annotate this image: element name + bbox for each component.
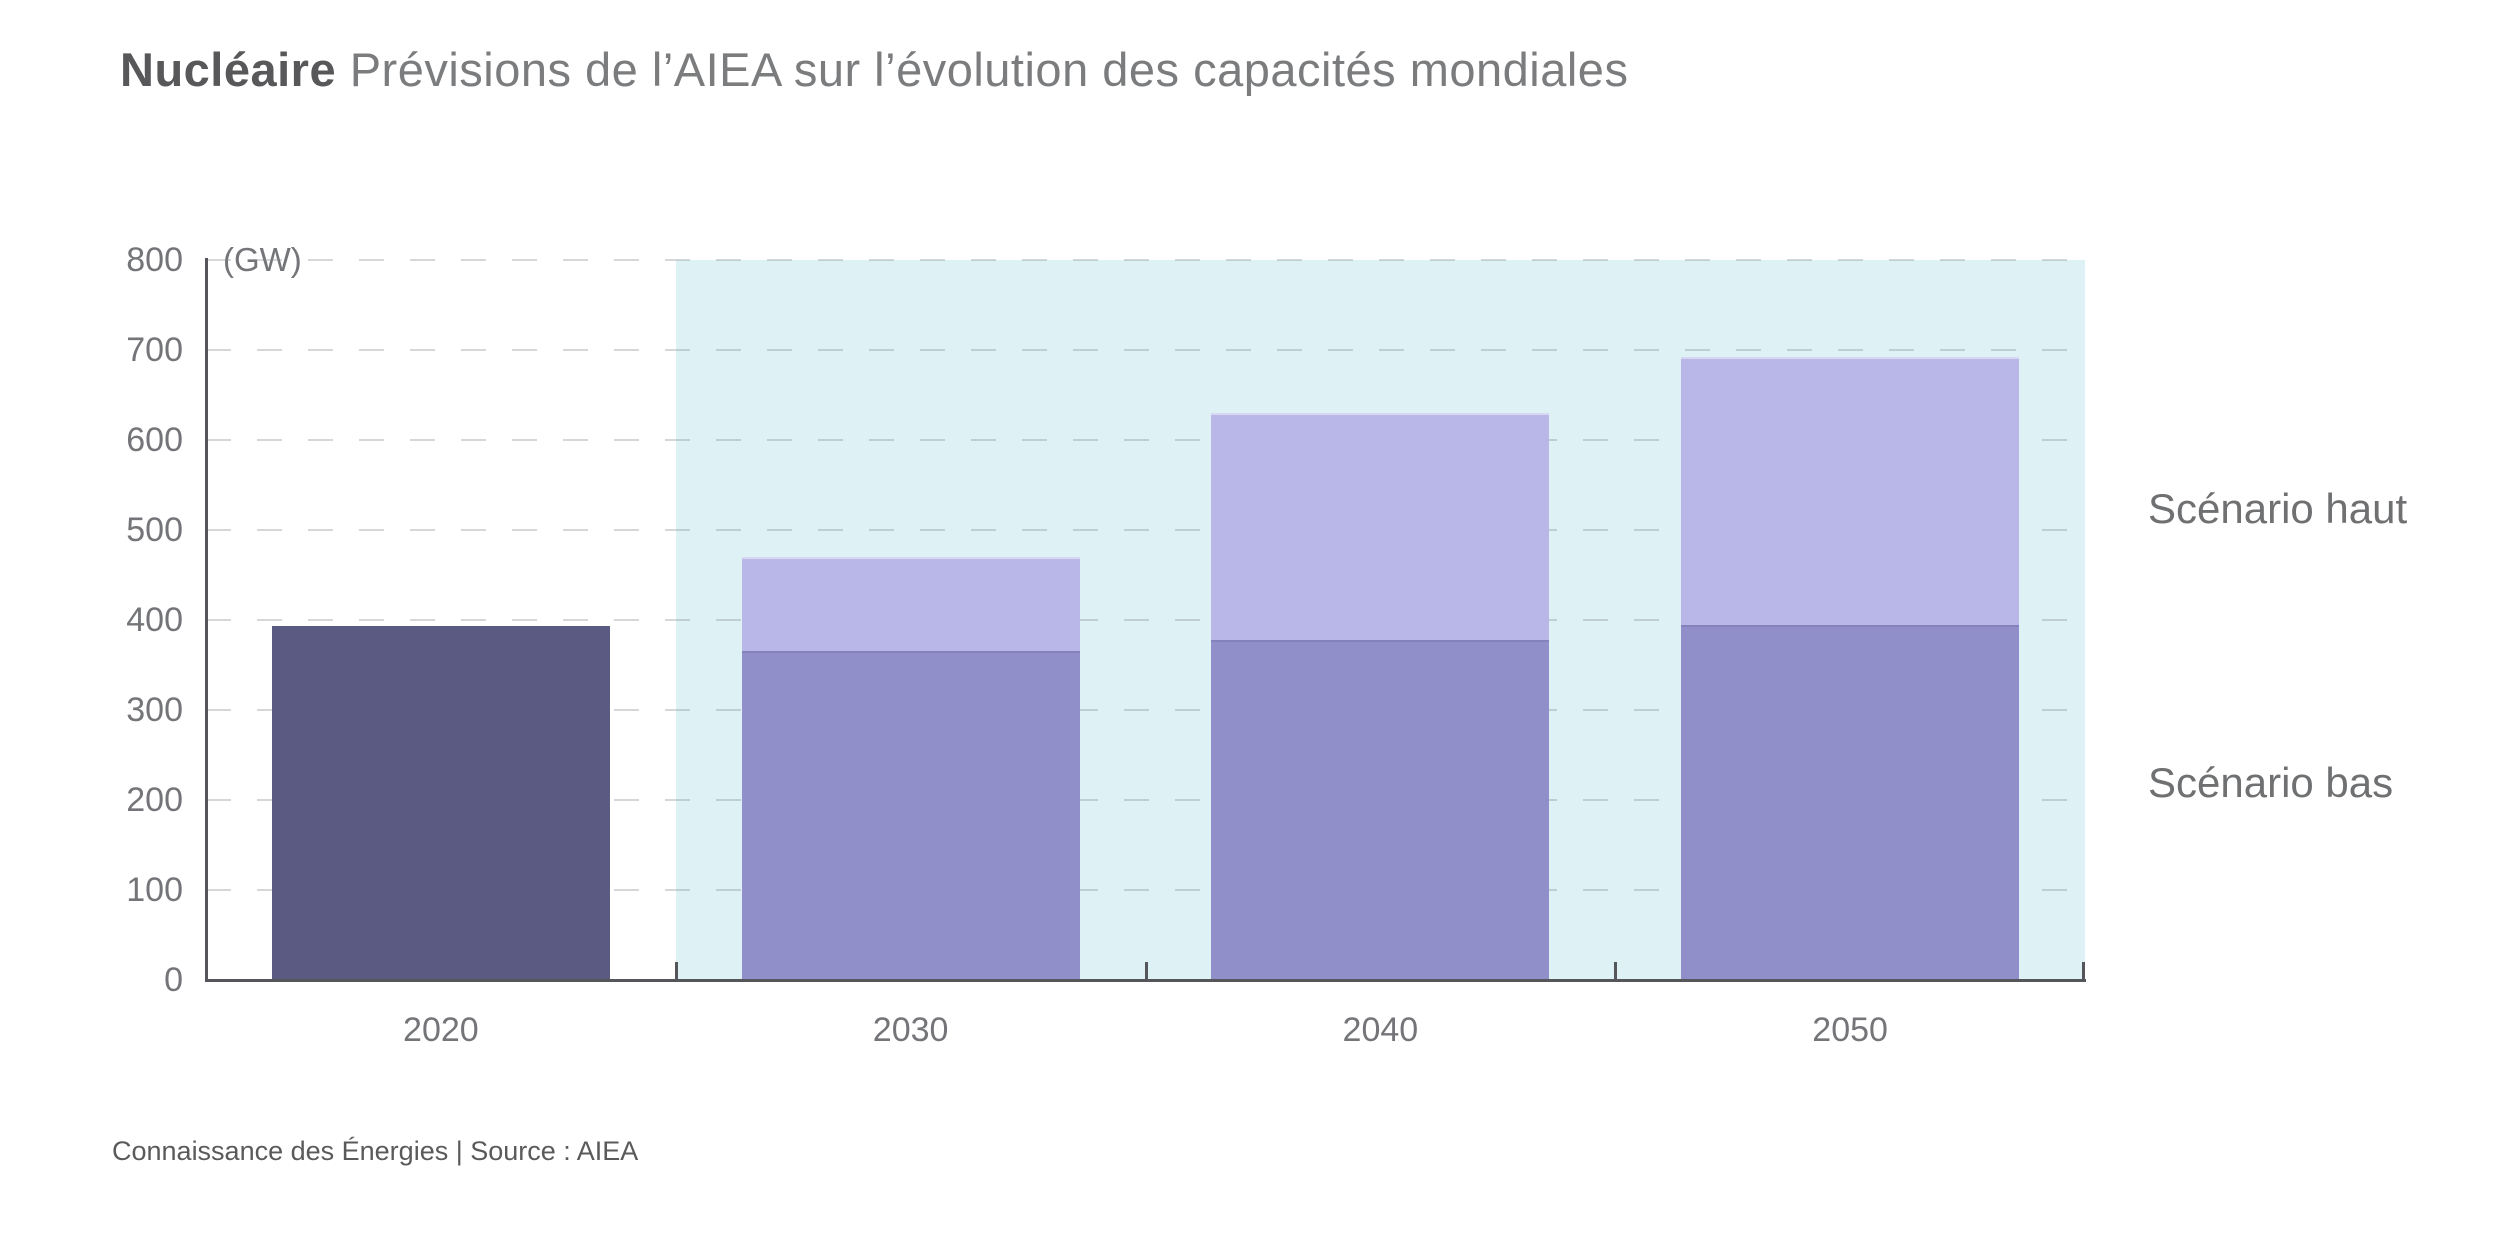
bar-low-2030 (742, 650, 1080, 980)
y-tick-label-300: 300 (126, 691, 183, 729)
plot-area (206, 259, 2085, 980)
y-tick-label-500: 500 (126, 511, 183, 549)
bar-low-2040 (1211, 639, 1549, 980)
gridline-200 (206, 799, 2085, 801)
gridline-600 (206, 439, 2085, 441)
bar-historical-2020 (272, 626, 610, 980)
x-tick-label-2050: 2050 (1812, 1011, 1888, 1049)
x-axis-end-tick (2082, 962, 2085, 980)
x-axis-tick-2 (1144, 962, 1148, 980)
y-tick-label-100: 100 (126, 871, 183, 909)
gridline-800 (206, 259, 2085, 261)
gridline-700 (206, 349, 2085, 351)
chart-title-topic: Nucléaire (120, 43, 337, 96)
y-tick-label-400: 400 (126, 601, 183, 639)
source-credit: Connaissance des Énergies | Source : AIE… (112, 1136, 639, 1166)
x-axis-tick-1 (674, 962, 678, 980)
x-axis-tick-3 (1614, 962, 1618, 980)
gridline-500 (206, 529, 2085, 531)
chart-title-subtitle: Prévisions de l’AIEA sur l’évolution des… (349, 43, 1629, 96)
x-tick-label-2020: 2020 (403, 1011, 479, 1049)
chart-title: Nucléaire Prévisions de l’AIEA sur l’évo… (120, 42, 1628, 97)
legend-scenario-high: Scénario haut (2148, 485, 2408, 532)
x-tick-label-2030: 2030 (872, 1011, 949, 1049)
y-axis-unit-label: (GW) (223, 241, 302, 278)
y-axis-line (205, 258, 208, 981)
legend-scenario-low: Scénario bas (2148, 759, 2394, 806)
y-tick-label-0: 0 (164, 961, 183, 999)
y-tick-label-700: 700 (126, 331, 183, 369)
gridline-100 (206, 889, 2085, 891)
x-tick-label-2040: 2040 (1342, 1011, 1419, 1049)
gridline-300 (206, 709, 2085, 711)
gridline-400 (206, 619, 2085, 621)
x-axis-line (205, 979, 2086, 982)
chart-container: (GW) 0 100 200 300 400 500 600 700 800 2020 2030 20… (0, 241, 2500, 1049)
y-tick-label-600: 600 (126, 421, 183, 459)
y-tick-label-800: 800 (126, 241, 183, 279)
y-tick-label-200: 200 (126, 781, 183, 819)
bar-low-2050 (1681, 625, 2019, 980)
